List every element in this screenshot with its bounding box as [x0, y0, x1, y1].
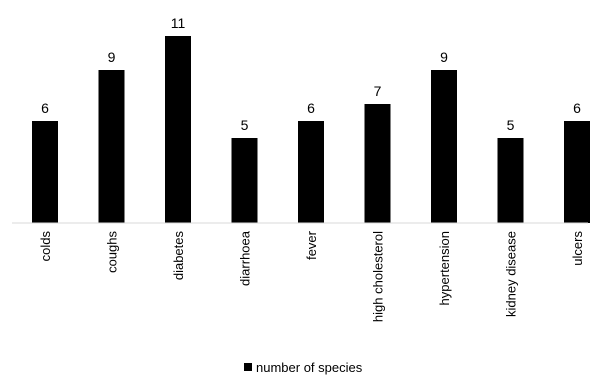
bar-high-cholesterol — [364, 104, 391, 223]
category-label-diarrhoea: diarrhoea — [238, 230, 253, 286]
category-label-colds: colds — [38, 231, 53, 262]
legend-label: number of species — [256, 360, 363, 375]
value-label-fever: 6 — [307, 100, 315, 116]
bar-fever — [298, 121, 324, 223]
value-label-colds: 6 — [41, 100, 49, 116]
bar-coughs — [98, 70, 125, 223]
category-label-diabetes: diabetes — [171, 231, 186, 281]
category-label-fever: fever — [304, 230, 319, 260]
category-label-kidney-disease: kidney disease — [504, 231, 519, 317]
value-label-coughs: 9 — [108, 49, 116, 65]
value-label-diarrhoea: 5 — [241, 117, 249, 133]
value-labels-group: 6 9 11 5 6 7 9 5 6 — [41, 15, 581, 133]
value-label-diabetes: 11 — [171, 15, 186, 31]
bar-diabetes — [165, 36, 191, 223]
value-label-ulcers: 6 — [573, 100, 581, 116]
category-labels-group: colds coughs diabetes diarrhoea fever high ch… — [38, 230, 585, 322]
bar-hypertension — [431, 70, 457, 223]
category-label-coughs: coughs — [105, 231, 120, 273]
category-label-ulcers: ulcers — [570, 231, 585, 266]
bar-diarrhoea — [231, 138, 258, 223]
value-label-hypertension: 9 — [440, 49, 448, 65]
category-label-high-cholesterol: high cholesterol — [371, 231, 386, 322]
bar-ulcers — [564, 121, 590, 223]
legend: number of species — [244, 360, 363, 375]
value-label-high-cholesterol: 7 — [374, 83, 382, 99]
bars-group — [32, 36, 590, 223]
value-label-kidney-disease: 5 — [507, 117, 515, 133]
bar-colds — [32, 121, 58, 223]
bar-kidney-disease — [497, 138, 524, 223]
legend-swatch — [244, 363, 252, 371]
category-label-hypertension: hypertension — [437, 231, 452, 305]
